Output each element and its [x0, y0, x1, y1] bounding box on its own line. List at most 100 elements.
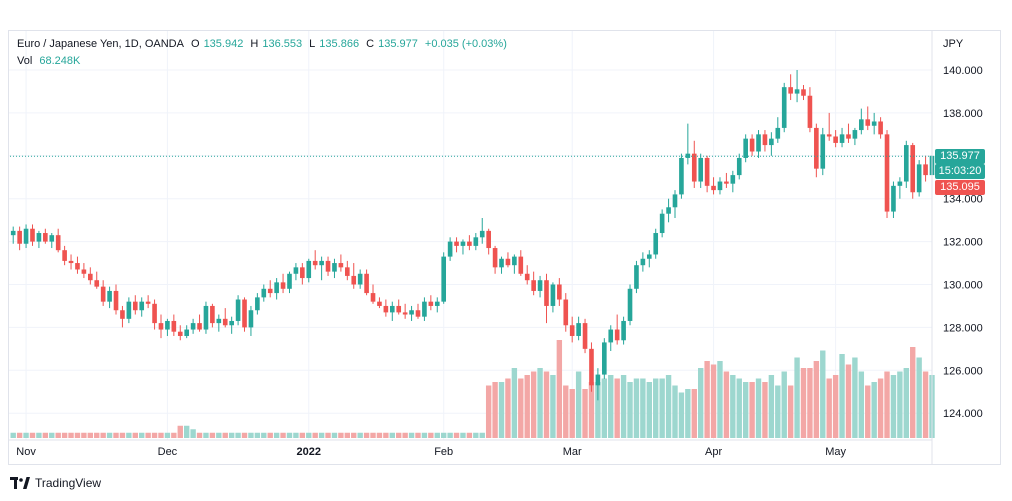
time-axis[interactable]: Nov Dec 2022 Feb Mar Apr May	[16, 446, 846, 458]
volume-bar	[832, 375, 839, 438]
volume-bar	[344, 432, 351, 438]
volume-bar	[325, 432, 331, 438]
change-value: +0.035 (+0.03%)	[424, 38, 507, 50]
volume-bar	[717, 361, 723, 438]
brand-name: TradingView	[35, 476, 102, 490]
volume-bar	[408, 432, 415, 438]
candle-body	[17, 230, 22, 244]
candle-body	[602, 342, 607, 375]
candle-body	[197, 323, 202, 330]
candle-body	[762, 134, 768, 146]
price-tick-label: 140.000	[943, 65, 983, 77]
candle-body	[679, 157, 684, 195]
volume-bar	[704, 361, 710, 438]
volume-bar	[556, 340, 563, 438]
close-label: C	[366, 38, 375, 50]
volume-bar	[74, 432, 81, 438]
volume-bar	[23, 432, 29, 438]
volume-bar	[466, 432, 473, 438]
volume-bar	[749, 382, 755, 438]
volume-bar	[890, 375, 897, 438]
volume-label: Vol	[17, 55, 33, 67]
volume-bar	[852, 357, 858, 438]
candle-body	[422, 301, 427, 317]
candle-body	[81, 269, 87, 274]
volume-bar	[858, 371, 865, 438]
chart-frame	[8, 30, 1001, 465]
price-tick-label: 124.000	[943, 408, 983, 420]
candle-body	[364, 273, 369, 294]
volume-bar	[100, 432, 106, 438]
candle-body	[88, 273, 93, 281]
candle-body	[589, 348, 594, 386]
candle-body	[646, 254, 652, 259]
candle-body	[23, 228, 29, 244]
volume-bar	[697, 368, 704, 438]
volume-bar	[897, 371, 903, 438]
volume-bar	[286, 432, 293, 438]
volume-bar	[42, 432, 49, 438]
candle-body	[839, 134, 845, 143]
volume-bar	[781, 371, 787, 438]
volume-bar	[627, 382, 633, 438]
volume-bar	[331, 432, 338, 438]
volume-bar	[877, 378, 884, 438]
volume-bar	[903, 368, 909, 438]
tradingview-branding[interactable]: TradingView	[10, 476, 101, 490]
high-label: H	[250, 38, 259, 50]
volume-bar	[575, 371, 582, 438]
volume-bar	[203, 432, 209, 438]
candle-body	[736, 157, 742, 176]
volume-bar	[402, 432, 408, 438]
volume-bar	[370, 432, 376, 438]
volume-bar	[119, 432, 126, 438]
candle-body	[300, 267, 305, 279]
candle-body	[910, 145, 916, 193]
currency-label[interactable]: JPY	[943, 38, 964, 50]
candle-body	[512, 256, 517, 266]
candle-body	[486, 230, 491, 249]
volume-bar	[608, 375, 614, 438]
candle-body	[479, 230, 485, 238]
candle-body	[897, 181, 903, 186]
volume-bar	[145, 432, 151, 438]
volume-bar	[473, 432, 479, 438]
time-tick-label: Mar	[563, 446, 582, 458]
candle-body	[94, 280, 100, 287]
candle-body	[563, 299, 569, 326]
candle-body	[666, 207, 671, 214]
volume-bar	[755, 378, 762, 438]
volume-bar	[511, 368, 518, 438]
candle-body	[184, 329, 190, 336]
candle-body	[177, 331, 183, 336]
candle-body	[30, 228, 35, 242]
volume-bar	[61, 432, 68, 438]
volume-bar	[273, 432, 280, 438]
volume-bar	[126, 432, 132, 438]
volume-bar	[730, 375, 736, 438]
volume-bar	[396, 432, 402, 438]
volume-bar	[653, 378, 659, 438]
candle-body	[492, 248, 498, 268]
volume-bar	[318, 432, 325, 438]
volume-bar	[434, 432, 440, 438]
volume-bar	[16, 432, 23, 438]
candle-body	[62, 250, 67, 261]
candle-body	[788, 87, 793, 94]
candle-body	[113, 290, 119, 311]
close-value: 135.977	[378, 38, 418, 50]
candles	[10, 70, 935, 401]
price-axis[interactable]: 140.000138.000136.000134.000132.000130.0…	[943, 65, 983, 420]
volume-bar	[460, 432, 466, 438]
volume-bar	[196, 432, 203, 438]
volume-bar	[685, 389, 691, 438]
volume-bar	[820, 350, 826, 438]
volume-bar	[839, 354, 845, 438]
volume-bar	[280, 432, 286, 438]
candle-body	[255, 297, 260, 311]
volume-bar	[55, 432, 61, 438]
symbol-title[interactable]: Euro / Japanese Yen, 1D, OANDA	[17, 38, 184, 50]
open-label: O	[191, 38, 200, 50]
volume-bar	[49, 432, 55, 438]
